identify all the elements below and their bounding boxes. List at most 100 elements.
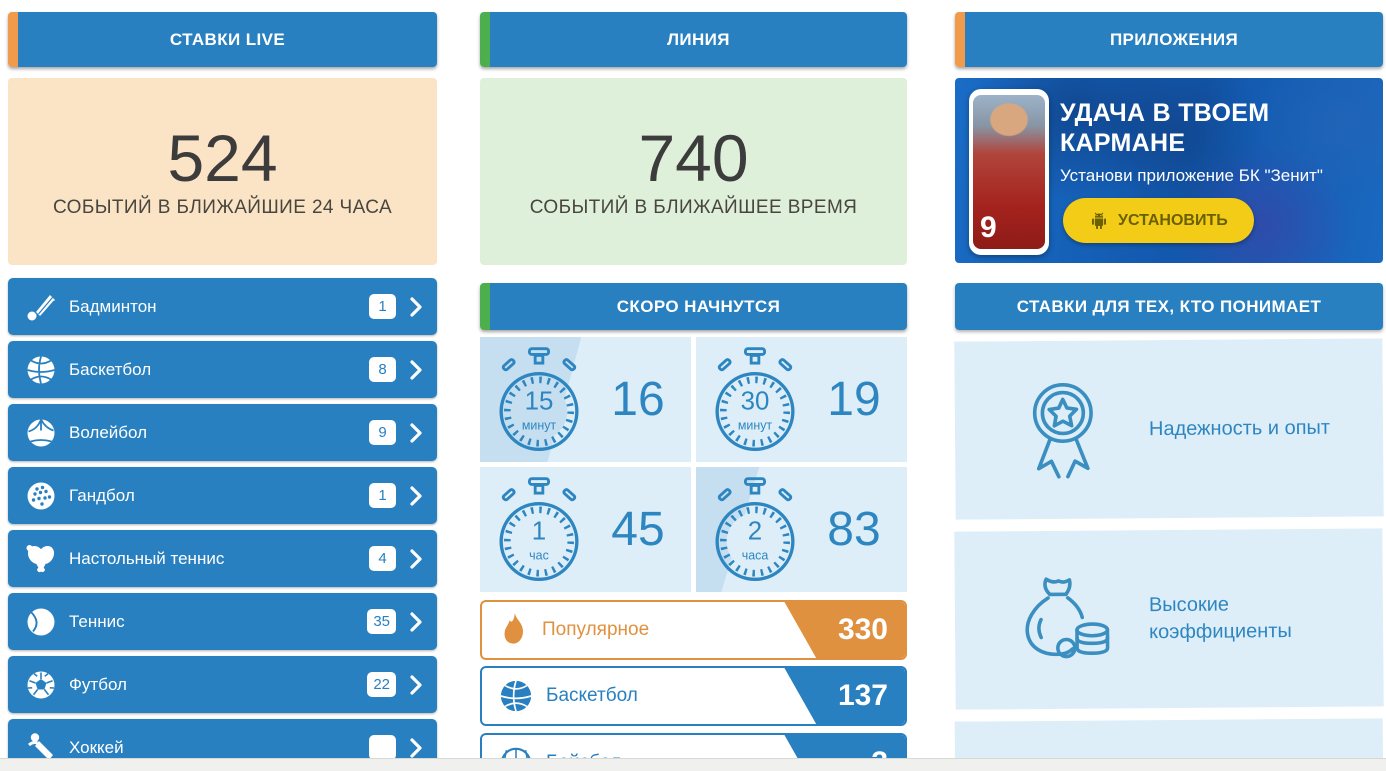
award-icon: [1003, 370, 1124, 489]
live-sport-list: Бадминтон 1 Баскетбол 8: [8, 278, 437, 771]
live-events-count-panel: 524 СОБЫТИЙ В БЛИЖАЙШИЕ 24 ЧАСА: [8, 78, 437, 265]
timer-tile-2hours[interactable]: 2 часа 83: [696, 467, 907, 592]
basketball-icon: [498, 678, 534, 714]
tennis-icon: [22, 605, 60, 639]
android-icon: [1089, 211, 1109, 231]
sport-label: Футбол: [69, 674, 127, 694]
sport-count-badge: 35: [367, 609, 396, 634]
sport-row-basketball[interactable]: Баскетбол 8: [8, 341, 437, 398]
sport-row-badminton[interactable]: Бадминтон 1: [8, 278, 437, 335]
sport-count-badge: 8: [369, 357, 396, 382]
sport-row-football[interactable]: Футбол 22: [8, 656, 437, 713]
sport-label: Бадминтон: [69, 296, 157, 316]
sport-row-table-tennis[interactable]: Настольный теннис 4: [8, 530, 437, 587]
category-count: 137: [837, 679, 888, 712]
stopwatch-icon: 1 час: [499, 476, 579, 581]
jersey-number: 9: [980, 211, 997, 244]
sport-label: Настольный теннис: [69, 548, 225, 568]
svg-text:минут: минут: [738, 418, 773, 432]
live-header[interactable]: СТАВКИ LIVE: [8, 12, 437, 67]
line-events-count-panel: 740 СОБЫТИЙ В БЛИЖАЙШЕЕ ВРЕМЯ: [480, 78, 907, 265]
timer-tiles: 15 минут 16: [480, 337, 907, 592]
category-basketball[interactable]: Баскетбол 137: [480, 666, 907, 726]
stopwatch-icon: 30 минут: [715, 346, 795, 451]
live-header-label: СТАВКИ LIVE: [18, 12, 437, 67]
live-events-caption: СОБЫТИЙ В БЛИЖАЙШИЕ 24 ЧАСА: [52, 196, 393, 218]
feature-reliability: Надежность и опыт: [954, 338, 1384, 520]
banner-subtitle: Установи приложение БК "Зенит": [1060, 166, 1323, 185]
chevron-right-icon: [409, 548, 423, 570]
line-events-count: 740: [638, 120, 749, 195]
green-accent-bar: [480, 283, 490, 330]
phone-mockup: 9: [969, 89, 1049, 255]
sport-label: Волейбол: [69, 422, 148, 442]
sport-count-badge: 1: [369, 483, 396, 508]
sport-count-badge: 22: [367, 672, 396, 697]
app-promo-banner[interactable]: 9 УДАЧА В ТВОЕМ КАРМАНЕ Установи приложе…: [955, 78, 1383, 263]
soon-header-label: СКОРО НАЧНУТСЯ: [490, 283, 907, 330]
svg-text:часа: часа: [742, 548, 769, 562]
sport-label: Хоккей: [69, 737, 124, 757]
svg-text:2: 2: [748, 517, 762, 545]
stopwatch-icon: 15 минут: [499, 346, 579, 451]
volleyball-icon: [22, 416, 60, 450]
category-count: 330: [837, 613, 888, 646]
timer-count: 83: [827, 503, 881, 556]
svg-text:час: час: [529, 548, 549, 562]
chevron-right-icon: [409, 611, 423, 633]
footer-edge: [0, 758, 1386, 771]
sport-count-badge: 9: [369, 420, 396, 445]
table-tennis-icon: [22, 542, 60, 576]
category-label: Баскетбол: [546, 685, 638, 706]
live-events-count: 524: [167, 120, 278, 195]
sport-row-tennis[interactable]: Теннис 35: [8, 593, 437, 650]
category-popular[interactable]: Популярное 330: [480, 600, 907, 660]
svg-text:1: 1: [532, 517, 546, 545]
sport-label: Гандбол: [69, 485, 135, 505]
timer-tile-1hour[interactable]: 1 час 45: [480, 467, 691, 592]
category-label: Популярное: [542, 619, 650, 640]
chevron-right-icon: [409, 737, 423, 759]
badminton-icon: [22, 290, 60, 324]
timer-count: 45: [611, 503, 665, 556]
sport-label: Теннис: [69, 611, 125, 631]
timer-tile-30min[interactable]: 30 минут 19: [696, 337, 907, 462]
apps-header-label: ПРИЛОЖЕНИЯ: [965, 12, 1383, 67]
stopwatch-icon: 2 часа: [715, 476, 795, 581]
sport-count-badge: 4: [369, 546, 396, 571]
green-accent-bar: [480, 12, 490, 67]
line-column: ЛИНИЯ 740 СОБЫТИЙ В БЛИЖАЙШЕЕ ВРЕМЯ СКОР…: [480, 0, 907, 771]
feature-high-odds: Высокие коэффициенты: [954, 528, 1384, 710]
feature-text: Высокие коэффициенты: [1148, 593, 1292, 644]
line-header[interactable]: ЛИНИЯ: [480, 12, 907, 67]
banner-title: УДАЧА В ТВОЕМ КАРМАНЕ: [1060, 99, 1270, 157]
features-header: СТАВКИ ДЛЯ ТЕХ, КТО ПОНИМАЕТ: [955, 283, 1383, 330]
install-button-label: УСТАНОВИТЬ: [1118, 211, 1228, 229]
timer-count: 16: [611, 373, 665, 426]
sport-row-handball[interactable]: Гандбол 1: [8, 467, 437, 524]
svg-text:минут: минут: [522, 418, 557, 432]
apps-header[interactable]: ПРИЛОЖЕНИЯ: [955, 12, 1383, 67]
features-header-label: СТАВКИ ДЛЯ ТЕХ, КТО ПОНИМАЕТ: [955, 283, 1383, 330]
orange-accent-bar: [8, 12, 18, 67]
basketball-icon: [22, 353, 60, 387]
phone-screen-photo: 9: [973, 95, 1045, 249]
chevron-right-icon: [409, 485, 423, 507]
chevron-right-icon: [409, 422, 423, 444]
timer-tile-15min[interactable]: 15 минут 16: [480, 337, 691, 462]
chevron-right-icon: [409, 674, 423, 696]
football-icon: [22, 668, 60, 702]
install-button[interactable]: УСТАНОВИТЬ: [1063, 198, 1254, 243]
chevron-right-icon: [409, 359, 423, 381]
sport-label: Баскетбол: [69, 359, 152, 379]
svg-text:15: 15: [525, 387, 554, 415]
live-column: СТАВКИ LIVE 524 СОБЫТИЙ В БЛИЖАЙШИЕ 24 Ч…: [8, 0, 437, 771]
soon-header[interactable]: СКОРО НАЧНУТСЯ: [480, 283, 907, 330]
flame-icon: [498, 612, 530, 648]
line-header-label: ЛИНИЯ: [490, 12, 907, 67]
timer-count: 19: [827, 373, 881, 426]
orange-accent-bar: [955, 12, 965, 67]
sport-row-volleyball[interactable]: Волейбол 9: [8, 404, 437, 461]
feature-text: Надежность и опыт: [1148, 416, 1331, 440]
